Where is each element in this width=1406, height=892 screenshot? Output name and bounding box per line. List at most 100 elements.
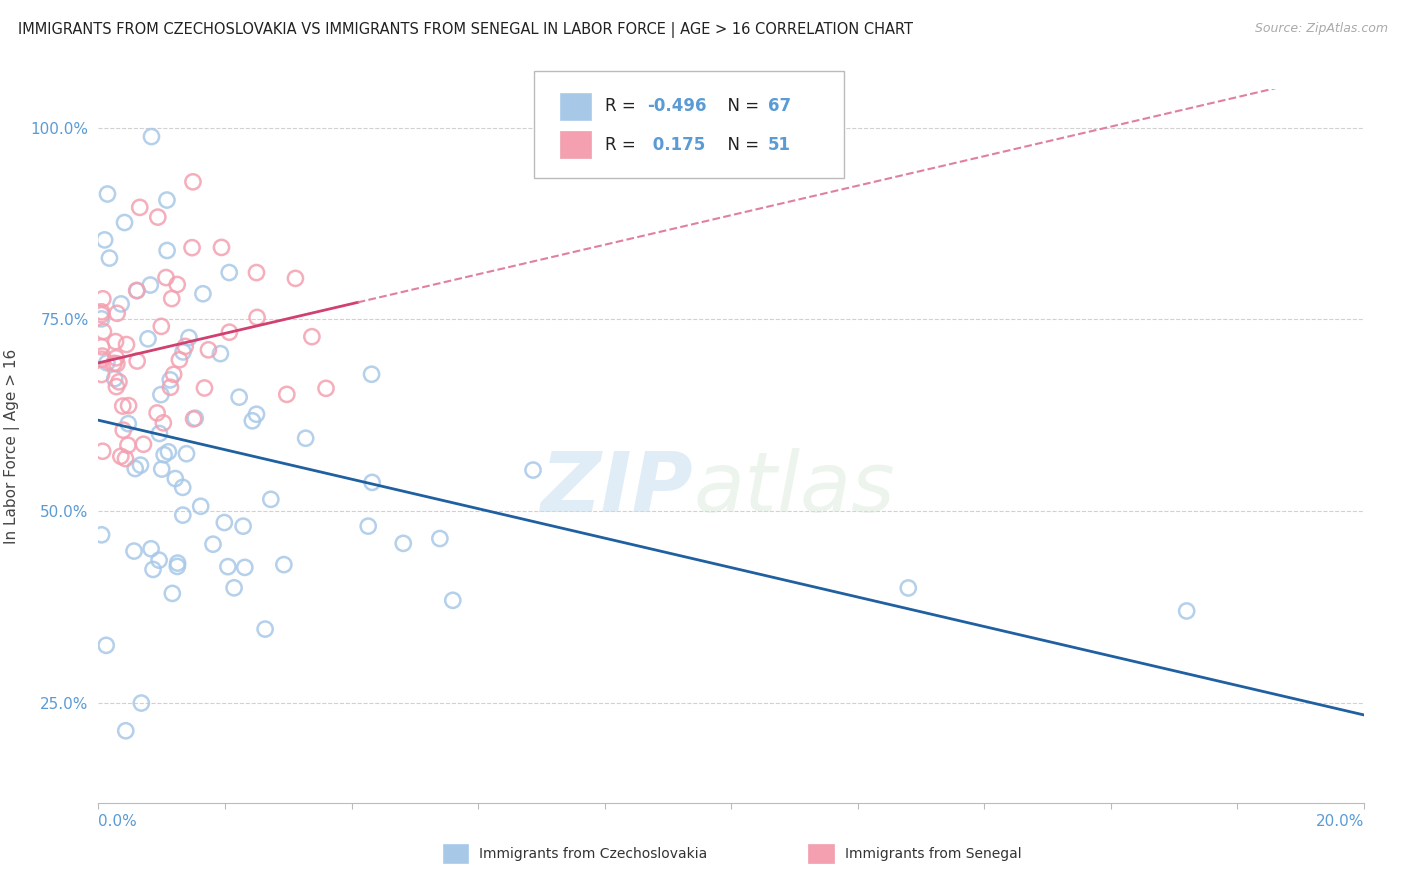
Point: [110, 450, 132, 464]
Point: [166, 277, 188, 292]
Point: [159, 373, 181, 387]
Point: [136, 332, 159, 346]
Point: [132, 437, 155, 451]
Point: [141, 129, 163, 144]
Point: [90, 311, 112, 326]
Point: [246, 310, 269, 325]
Text: R =: R =: [605, 136, 641, 153]
Point: [93, 325, 115, 339]
Point: [159, 380, 181, 394]
Point: [105, 379, 128, 393]
Point: [98, 251, 121, 265]
Point: [105, 351, 128, 365]
Point: [897, 581, 920, 595]
Point: [110, 297, 132, 311]
Point: [214, 516, 236, 530]
Text: Source: ZipAtlas.com: Source: ZipAtlas.com: [1254, 22, 1388, 36]
Point: [125, 284, 148, 298]
Point: [117, 438, 139, 452]
Point: [91, 444, 114, 458]
Point: [114, 723, 136, 738]
Y-axis label: In Labor Force | Age > 16: In Labor Force | Age > 16: [4, 349, 20, 543]
Point: [90, 305, 112, 319]
Point: [90, 308, 112, 322]
Point: [127, 284, 149, 298]
Point: [193, 381, 215, 395]
Point: [117, 417, 139, 431]
Point: [146, 210, 169, 224]
Point: [190, 500, 212, 514]
Point: [357, 519, 380, 533]
Point: [361, 475, 384, 490]
Point: [162, 586, 184, 600]
Point: [150, 319, 173, 334]
Point: [183, 412, 205, 426]
Point: [108, 375, 131, 389]
Point: [163, 368, 186, 382]
Point: [211, 240, 233, 254]
Point: [245, 407, 267, 421]
Point: [90, 352, 112, 367]
Point: [139, 541, 162, 556]
Text: 51: 51: [768, 136, 790, 153]
Point: [166, 559, 188, 574]
Point: [172, 345, 194, 359]
Point: [155, 270, 177, 285]
Point: [115, 337, 138, 351]
Point: [114, 215, 136, 229]
Point: [177, 330, 200, 344]
Point: [90, 528, 112, 542]
Point: [218, 325, 240, 339]
Point: [217, 559, 239, 574]
Point: [209, 346, 232, 360]
Point: [148, 426, 170, 441]
Point: [276, 387, 298, 401]
Point: [148, 553, 170, 567]
Point: [191, 286, 214, 301]
Point: [228, 390, 250, 404]
Point: [122, 544, 145, 558]
Text: -0.496: -0.496: [647, 97, 706, 115]
Point: [181, 241, 204, 255]
Point: [105, 306, 128, 320]
Text: R =: R =: [605, 97, 641, 115]
Point: [222, 581, 245, 595]
Point: [441, 593, 464, 607]
Point: [105, 357, 128, 371]
Point: [90, 368, 112, 382]
Point: [112, 423, 135, 437]
Point: [166, 556, 188, 570]
Point: [176, 447, 198, 461]
Point: [139, 278, 162, 293]
Text: 0.175: 0.175: [647, 136, 704, 153]
Point: [260, 492, 283, 507]
Point: [156, 193, 179, 207]
Point: [157, 445, 180, 459]
Point: [114, 451, 136, 466]
Text: 0.0%: 0.0%: [98, 814, 138, 830]
Text: Immigrants from Senegal: Immigrants from Senegal: [845, 847, 1022, 861]
Point: [172, 508, 194, 522]
Point: [181, 175, 204, 189]
Point: [273, 558, 295, 572]
Point: [152, 416, 174, 430]
Point: [174, 339, 197, 353]
Text: 67: 67: [768, 97, 790, 115]
Text: 20.0%: 20.0%: [1316, 814, 1364, 830]
Point: [284, 271, 307, 285]
Point: [294, 431, 316, 445]
Point: [197, 343, 219, 357]
Point: [93, 233, 115, 247]
Point: [233, 560, 256, 574]
Point: [129, 458, 152, 472]
Point: [301, 329, 323, 343]
Point: [146, 406, 169, 420]
Point: [169, 352, 191, 367]
Point: [128, 200, 150, 214]
Point: [104, 372, 127, 386]
Point: [360, 368, 382, 382]
Point: [91, 292, 114, 306]
Point: [111, 399, 134, 413]
Point: [218, 266, 240, 280]
Point: [165, 471, 187, 485]
